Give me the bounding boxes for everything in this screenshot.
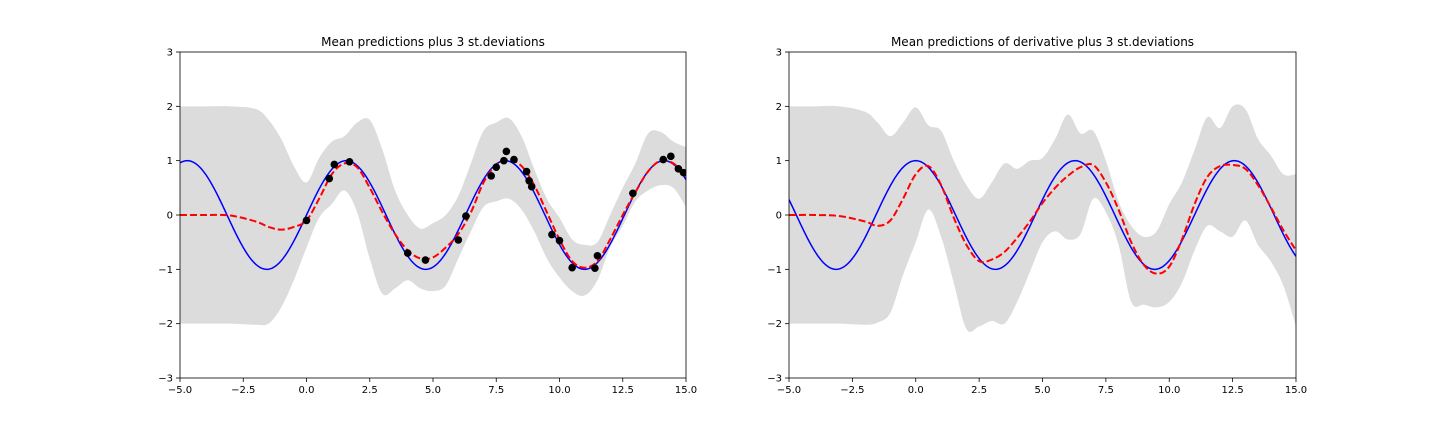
- left-chart-x-tick-label: 12.5: [612, 385, 634, 396]
- left-chart: Mean predictions plus 3 st.deviations −5…: [158, 35, 697, 396]
- left-chart-observation-point: [679, 168, 686, 177]
- right-chart-title: Mean predictions of derivative plus 3 st…: [891, 35, 1194, 49]
- left-chart-title: Mean predictions plus 3 st.deviations: [321, 35, 545, 49]
- right-chart-y-tick-label: 1: [776, 156, 782, 167]
- left-chart-observation-point: [462, 212, 470, 220]
- right-chart-x-tick-label: 15.0: [1285, 385, 1307, 396]
- right-chart-mean-line: [789, 163, 1296, 275]
- right-chart-y-tick-label: 2: [776, 102, 782, 113]
- left-chart-y-tick-label: −2: [158, 319, 173, 330]
- left-chart-y-tick-label: 1: [167, 156, 173, 167]
- left-chart-y-tick-label: −3: [158, 374, 173, 385]
- left-chart-band-layer: [180, 106, 686, 326]
- left-chart-x-tick-label: 10.0: [548, 385, 570, 396]
- left-chart-points-layer: [302, 147, 686, 273]
- left-chart-observation-point: [667, 152, 675, 161]
- right-chart: Mean predictions of derivative plus 3 st…: [767, 35, 1307, 396]
- right-chart-x-tick-label: 5.0: [1035, 385, 1051, 396]
- right-chart-x-tick-label: −2.5: [840, 385, 864, 396]
- left-chart-y-ticks: −3 −2 −1 0 1 2 3: [158, 48, 180, 385]
- left-chart-observation-point: [330, 160, 339, 169]
- right-chart-y-tick-label: −2: [767, 319, 782, 330]
- left-chart-observation-point: [555, 236, 564, 245]
- left-chart-x-tick-label: 2.5: [362, 385, 378, 396]
- left-chart-observation-point: [591, 264, 599, 273]
- right-chart-x-tick-label: −5.0: [777, 385, 801, 396]
- right-chart-x-tick-label: 2.5: [971, 385, 987, 396]
- left-chart-observation-point: [510, 155, 518, 164]
- left-chart-y-tick-label: 3: [167, 48, 173, 59]
- left-chart-observation-point: [502, 147, 511, 156]
- left-chart-observation-point: [500, 156, 508, 165]
- left-chart-confidence-band: [180, 106, 686, 326]
- left-chart-x-tick-label: 7.5: [488, 385, 504, 396]
- left-chart-x-ticks: −5.0 −2.5 0.0 2.5 5.0 7.5 10.0 12.5 15.0: [168, 378, 697, 396]
- left-chart-observation-point: [568, 263, 576, 272]
- left-chart-x-tick-label: −2.5: [231, 385, 255, 396]
- right-chart-lines-layer: [789, 159, 1296, 275]
- right-chart-x-tick-label: 10.0: [1158, 385, 1180, 396]
- left-chart-y-tick-label: 0: [167, 211, 173, 222]
- left-chart-observation-point: [421, 256, 430, 264]
- left-chart-observation-point: [527, 182, 536, 191]
- left-chart-y-tick-label: −1: [158, 265, 173, 276]
- left-chart-observation-point: [325, 174, 334, 183]
- right-chart-y-tick-label: −3: [767, 374, 782, 385]
- left-chart-observation-point: [629, 189, 637, 198]
- left-chart-x-tick-label: 0.0: [299, 385, 315, 396]
- left-chart-lines-layer: [180, 158, 686, 271]
- right-chart-y-tick-label: 3: [776, 48, 782, 59]
- left-chart-x-tick-label: −5.0: [168, 385, 192, 396]
- left-chart-true-function-line: [180, 159, 686, 271]
- left-chart-observation-point: [659, 155, 668, 164]
- left-chart-observation-point: [487, 172, 495, 180]
- right-chart-true-function-line: [789, 159, 1296, 271]
- left-chart-y-tick-label: 2: [167, 102, 173, 113]
- right-chart-y-tick-label: 0: [776, 211, 782, 222]
- right-chart-x-tick-label: 0.0: [908, 385, 924, 396]
- right-chart-x-ticks: −5.0 −2.5 0.0 2.5 5.0 7.5 10.0 12.5 15.0: [777, 378, 1307, 396]
- left-chart-observation-point: [522, 167, 531, 176]
- left-chart-observation-point: [403, 249, 412, 257]
- left-chart-observation-point: [492, 163, 501, 171]
- right-chart-x-tick-label: 7.5: [1098, 385, 1114, 396]
- right-chart-y-ticks: −3 −2 −1 0 1 2 3: [767, 48, 789, 385]
- left-chart-observation-point: [302, 216, 311, 225]
- right-chart-y-tick-label: −1: [767, 265, 782, 276]
- left-chart-observation-point: [345, 157, 354, 166]
- left-chart-mean-line: [180, 158, 686, 269]
- left-chart-observation-point: [593, 251, 602, 260]
- left-chart-x-tick-label: 15.0: [675, 385, 697, 396]
- left-chart-x-tick-label: 5.0: [425, 385, 441, 396]
- left-chart-observation-point: [525, 176, 533, 185]
- left-chart-observation-point: [548, 230, 556, 239]
- right-chart-x-tick-label: 12.5: [1221, 385, 1243, 396]
- left-chart-observation-point: [454, 236, 463, 244]
